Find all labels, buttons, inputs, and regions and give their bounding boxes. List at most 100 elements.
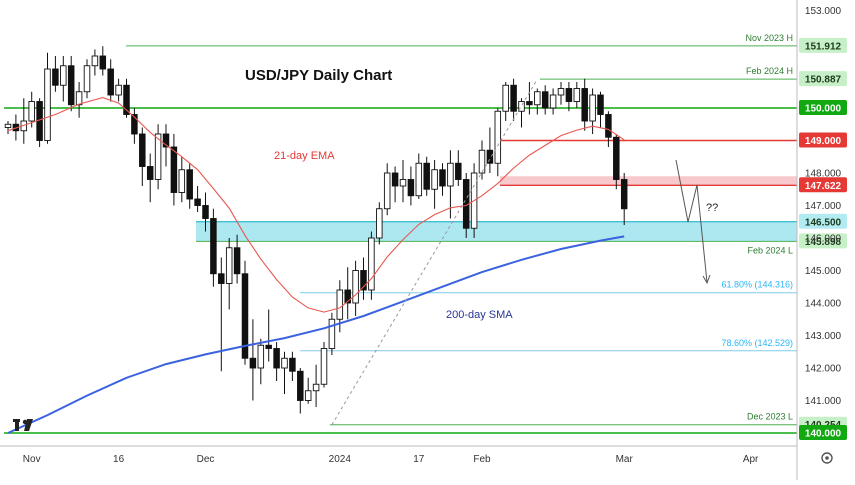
zone-band	[500, 176, 797, 186]
candle-body	[99, 55, 107, 70]
price-badge-text: 145.898	[805, 237, 842, 248]
time-tick-label: 2024	[329, 454, 352, 465]
candle-body	[581, 88, 588, 122]
candle-body	[439, 169, 446, 187]
level-label: Feb 2024 L	[747, 245, 793, 255]
candle-body	[304, 390, 312, 401]
candle-body	[526, 101, 533, 106]
candle-body	[613, 136, 620, 180]
candle-body	[91, 55, 99, 67]
price-tick-label: 143.000	[805, 331, 842, 342]
candle-body	[4, 123, 12, 128]
price-tick-label: 145.000	[805, 266, 842, 277]
time-tick-label: Mar	[616, 454, 634, 465]
price-tick-label: 147.000	[805, 201, 842, 212]
price-tick-label: 146.000	[805, 234, 842, 245]
candle-body	[281, 357, 288, 369]
time-tick-label: Feb	[473, 454, 491, 465]
price-badge	[799, 177, 847, 193]
candle-body	[605, 114, 612, 138]
candle-body	[44, 68, 51, 141]
candle-body	[534, 91, 541, 106]
candle-body	[494, 110, 502, 164]
price-badge	[799, 233, 847, 249]
projection-arrowhead	[702, 274, 711, 285]
level-label: Dec 2023 L	[747, 412, 793, 422]
candle-body	[131, 114, 138, 135]
candle-body	[210, 218, 217, 275]
price-badge	[799, 132, 847, 148]
candle-body	[573, 88, 581, 102]
candle-body	[557, 88, 565, 96]
candle-body	[273, 348, 280, 369]
price-badge-text: 149.000	[805, 136, 842, 147]
candle-body	[225, 247, 233, 284]
price-tick-label: 148.000	[805, 169, 842, 180]
price-tick-label: 141.000	[805, 396, 842, 407]
price-badge	[799, 37, 847, 53]
candle-body	[162, 133, 170, 148]
price-badge	[799, 425, 847, 440]
candle-body	[407, 179, 415, 197]
candle-body	[399, 179, 407, 187]
candle-body	[186, 169, 193, 200]
candle-body	[123, 84, 130, 115]
candle-body	[107, 68, 114, 96]
candle-body	[146, 166, 154, 180]
candle-body	[447, 162, 454, 187]
price-badge	[799, 100, 847, 115]
candle-body	[597, 94, 604, 115]
candle-body	[312, 383, 320, 392]
level-label: 78.60% (142.529)	[721, 338, 793, 348]
time-tick-label: 16	[113, 454, 125, 465]
candle-body	[67, 65, 75, 106]
candle-body	[541, 91, 549, 109]
zone-band	[196, 221, 797, 242]
candle-body	[368, 237, 375, 291]
price-tick-label: 144.000	[805, 299, 842, 310]
time-tick-label: 17	[413, 454, 425, 465]
candle-body	[589, 94, 596, 122]
level-label: 61.80% (144.316)	[721, 280, 793, 290]
ema21-line	[7, 97, 625, 313]
price-badge	[799, 71, 847, 87]
time-tick-label: Dec	[197, 454, 215, 465]
gear-icon[interactable]	[821, 452, 833, 464]
candle-body	[28, 101, 35, 122]
candle-body	[510, 84, 517, 112]
price-tick-label: 142.000	[805, 364, 842, 375]
candle-body	[154, 133, 162, 180]
tradingview-logo	[13, 419, 33, 431]
candle-body	[297, 370, 304, 401]
candle-body	[486, 149, 494, 164]
sma200-line	[7, 235, 625, 434]
candle-body	[139, 133, 146, 167]
candle-body	[565, 88, 573, 102]
candle-body	[218, 273, 225, 284]
candle-body	[233, 247, 241, 275]
candle-body	[478, 149, 486, 174]
candle-body	[549, 94, 557, 109]
price-badge-text: 151.912	[805, 41, 842, 52]
candle-body	[178, 169, 186, 193]
price-badge-text: 147.622	[805, 181, 842, 192]
candle-body	[431, 169, 438, 190]
candle-body	[241, 273, 249, 359]
level-label: Nov 2023 H	[745, 33, 793, 43]
candle-body	[289, 357, 296, 372]
candle-body	[336, 289, 344, 320]
candle-body	[455, 162, 462, 180]
fib-anchor-line	[331, 78, 538, 426]
candle-body	[344, 289, 351, 304]
candle-body	[83, 65, 91, 93]
price-tick-label: 153.000	[805, 6, 842, 17]
candle-body	[415, 162, 423, 197]
question-label: ??	[706, 202, 718, 214]
candle-body	[265, 344, 272, 349]
ema-label: 21-day EMA	[274, 150, 335, 162]
candle-body	[115, 84, 122, 96]
candle-body	[320, 348, 328, 385]
candle-body	[52, 68, 59, 86]
